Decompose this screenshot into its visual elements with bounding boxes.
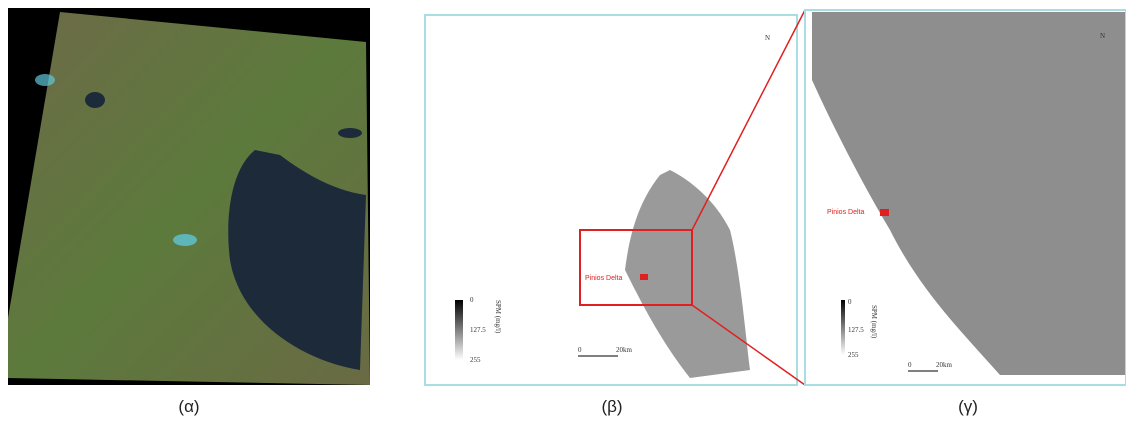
snow — [35, 74, 55, 86]
place-label: Pinios Delta — [827, 209, 864, 216]
legend-bar — [455, 300, 463, 360]
legend-tick: 255 — [470, 356, 481, 364]
delta-marker — [880, 209, 889, 216]
caption: (γ) — [958, 397, 978, 416]
lake — [85, 92, 105, 108]
lake — [338, 128, 362, 138]
north-arrow: N — [765, 34, 770, 42]
legend-title: SPM (mg/l) — [870, 305, 878, 339]
scale-label: 20km — [616, 346, 633, 354]
place-label: Pinios Delta — [585, 275, 622, 282]
panel-alpha — [8, 8, 370, 385]
snow — [173, 234, 197, 246]
caption: (α) — [178, 397, 199, 416]
legend-bar — [841, 300, 845, 355]
figure: (α) (β) (γ) Pinios Delta 0 127.5 255 SPM… — [0, 0, 1126, 423]
scale-label: 0 — [908, 361, 912, 369]
north-arrow: N — [1100, 32, 1105, 40]
scale-label: 0 — [578, 346, 582, 354]
legend-title: SPM (mg/l) — [494, 300, 502, 334]
caption: (β) — [601, 397, 622, 416]
legend-tick: 0 — [470, 296, 474, 304]
scale-label: 20km — [936, 361, 953, 369]
legend-tick: 255 — [848, 351, 859, 359]
legend-tick: 127.5 — [848, 326, 864, 334]
delta-marker — [640, 274, 648, 280]
legend-tick: 0 — [848, 298, 852, 306]
legend-tick: 127.5 — [470, 326, 486, 334]
